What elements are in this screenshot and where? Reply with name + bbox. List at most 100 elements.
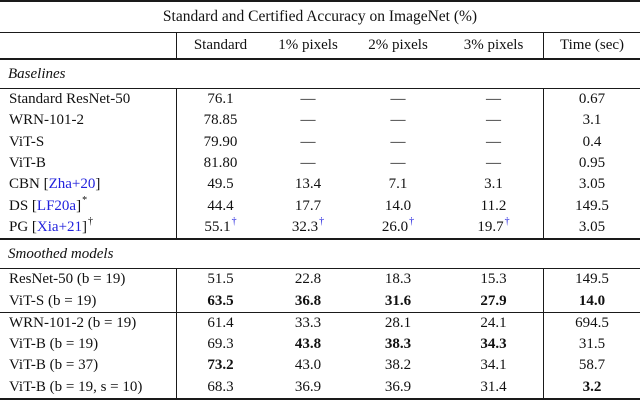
value-text: 3.05 — [578, 218, 606, 235]
header-row: Standard 1% pixels 2% pixels 3% pixels T… — [0, 33, 640, 58]
value-cell: 11.2 — [444, 195, 543, 216]
value-cell: 33.3 — [264, 313, 352, 334]
table-row: CBN [Zha+20] 49.5 13.4 7.1 3.1 3.05 — [0, 174, 640, 196]
value-text: 32.3 — [291, 218, 319, 235]
model-name-cell: ViT-B (b = 37) — [0, 355, 176, 376]
value-text: 78.85 — [203, 112, 238, 129]
value-text: 15.3 — [480, 271, 507, 288]
value-cell: 19.7 † — [477, 216, 510, 235]
top-rule — [0, 0, 640, 2]
value-text: — — [300, 133, 316, 150]
value-cell: — — [352, 153, 444, 174]
model-name-cell: ResNet-50 (b = 19) — [0, 269, 176, 290]
value-text: 55.1 — [204, 218, 231, 235]
horizontal-rule — [0, 88, 640, 89]
value-cell: 0.95 — [543, 152, 640, 175]
value-text: 49.5 — [207, 176, 234, 193]
model-name-text: ViT-B (b = 19) — [9, 336, 99, 353]
value-cell: 32.3 † — [291, 216, 325, 235]
header-bottom-rule — [0, 58, 640, 60]
value-text: — — [300, 155, 316, 172]
value-text: 69.3 — [207, 336, 234, 353]
value-cell: 69.3 — [176, 333, 264, 356]
value-text: 36.9 — [294, 378, 322, 395]
value-cell: 26.0 † — [381, 216, 415, 235]
model-name-cell: WRN-101-2 — [0, 110, 176, 131]
table-row: ViT-B (b = 19) 69.3 43.8 38.3 34.3 31.5 — [0, 333, 640, 356]
value-text: — — [486, 133, 501, 150]
model-name-cell: ViT-B (b = 19, s = 10) — [0, 377, 176, 398]
model-name-text: Standard ResNet-50 — [9, 91, 131, 108]
value-text: 694.5 — [575, 314, 609, 331]
horizontal-rule — [0, 397, 640, 400]
col-header-1pct-pixels: 1% pixels — [278, 37, 338, 53]
table-row: ViT-B 81.80 — — — 0.95 — [0, 152, 640, 175]
value-cell: 14.0 — [543, 290, 640, 312]
value-text: — — [300, 112, 316, 129]
value-cell: — — [444, 153, 543, 174]
value-text: 0.67 — [578, 91, 606, 108]
value-cell: — — [444, 132, 543, 153]
value-cell: 43.8 — [264, 334, 352, 355]
model-name-text: ViT-S — [9, 133, 45, 150]
value-cell: 44.4 — [176, 195, 264, 217]
value-cell: 28.1 — [352, 313, 444, 334]
value-cell: 81.80 — [176, 152, 264, 175]
model-name-text: ] — [76, 197, 82, 214]
value-cell: 34.3 — [444, 334, 543, 355]
value-cell: 58.7 — [543, 355, 640, 377]
value-cell: 63.5 — [176, 290, 264, 312]
value-text: 26.0 — [381, 218, 409, 235]
model-name-cell: ViT-S — [0, 132, 176, 153]
value-cell: — — [264, 110, 352, 131]
value-text: 61.4 — [207, 314, 234, 331]
value-cell: — — [352, 89, 444, 110]
value-text: 14.0 — [578, 292, 606, 309]
citation-link[interactable]: LF20a — [36, 197, 77, 214]
value-cell: 73.2 — [176, 355, 264, 377]
value-cell: 31.4 — [444, 377, 543, 398]
value-cell: 694.5 — [543, 312, 640, 334]
value-cell: 14.0 — [352, 195, 444, 216]
value-cell: 79.90 — [176, 131, 264, 153]
value-cell: — — [264, 89, 352, 110]
value-cell: 31.5 — [543, 333, 640, 356]
citation-link[interactable]: Xia+21 — [36, 218, 83, 235]
table-row: ViT-S 79.90 — — — 0.4 — [0, 131, 640, 153]
value-cell: — — [444, 110, 543, 131]
value-text: 0.95 — [578, 155, 606, 172]
model-name-text: ViT-B (b = 19, s = 10) — [9, 378, 143, 395]
table-row: ResNet-50 (b = 19) 51.5 22.8 18.3 15.3 149.5 — [0, 269, 640, 291]
value-cell: 22.8 — [264, 269, 352, 290]
horizontal-rule — [0, 311, 640, 313]
value-text: 3.2 — [582, 378, 602, 395]
table-row: DS [LF20a] * 44.4 17.7 14.0 11.2 149.5 — [0, 195, 640, 217]
value-text: 33.3 — [294, 314, 322, 331]
table-row: WRN-101-2 78.85 — — — 3.1 — [0, 110, 640, 132]
value-text: 76.1 — [207, 91, 234, 108]
model-name-cell: ViT-B — [0, 153, 176, 174]
model-name-text: ViT-S (b = 19) — [9, 292, 97, 309]
value-cell: 149.5 — [543, 195, 640, 217]
value-text: 7.1 — [388, 176, 408, 193]
value-text: — — [300, 91, 316, 108]
value-cell: 3.05 — [543, 216, 640, 239]
citation-link[interactable]: Zha+20 — [48, 176, 96, 193]
value-text: 3.1 — [582, 112, 602, 129]
col-header-3pct-pixels: 3% pixels — [463, 37, 524, 53]
model-name-cell: ViT-S (b = 19) — [0, 290, 176, 311]
model-column-header — [0, 33, 176, 58]
value-text: — — [486, 91, 501, 108]
value-cell: — — [444, 89, 543, 110]
value-text: 81.80 — [203, 155, 238, 172]
value-text: 11.2 — [480, 197, 507, 214]
value-cell: — — [352, 132, 444, 153]
model-name-text: ] — [95, 176, 101, 193]
model-name-text: ViT-B — [9, 155, 46, 172]
col-header-standard: Standard — [176, 33, 264, 58]
model-name-text: WRN-101-2 — [9, 112, 84, 129]
value-cell: 76.1 — [176, 89, 264, 111]
value-cell: 34.1 — [444, 355, 543, 376]
model-name-cell: ViT-B (b = 19) — [0, 334, 176, 355]
